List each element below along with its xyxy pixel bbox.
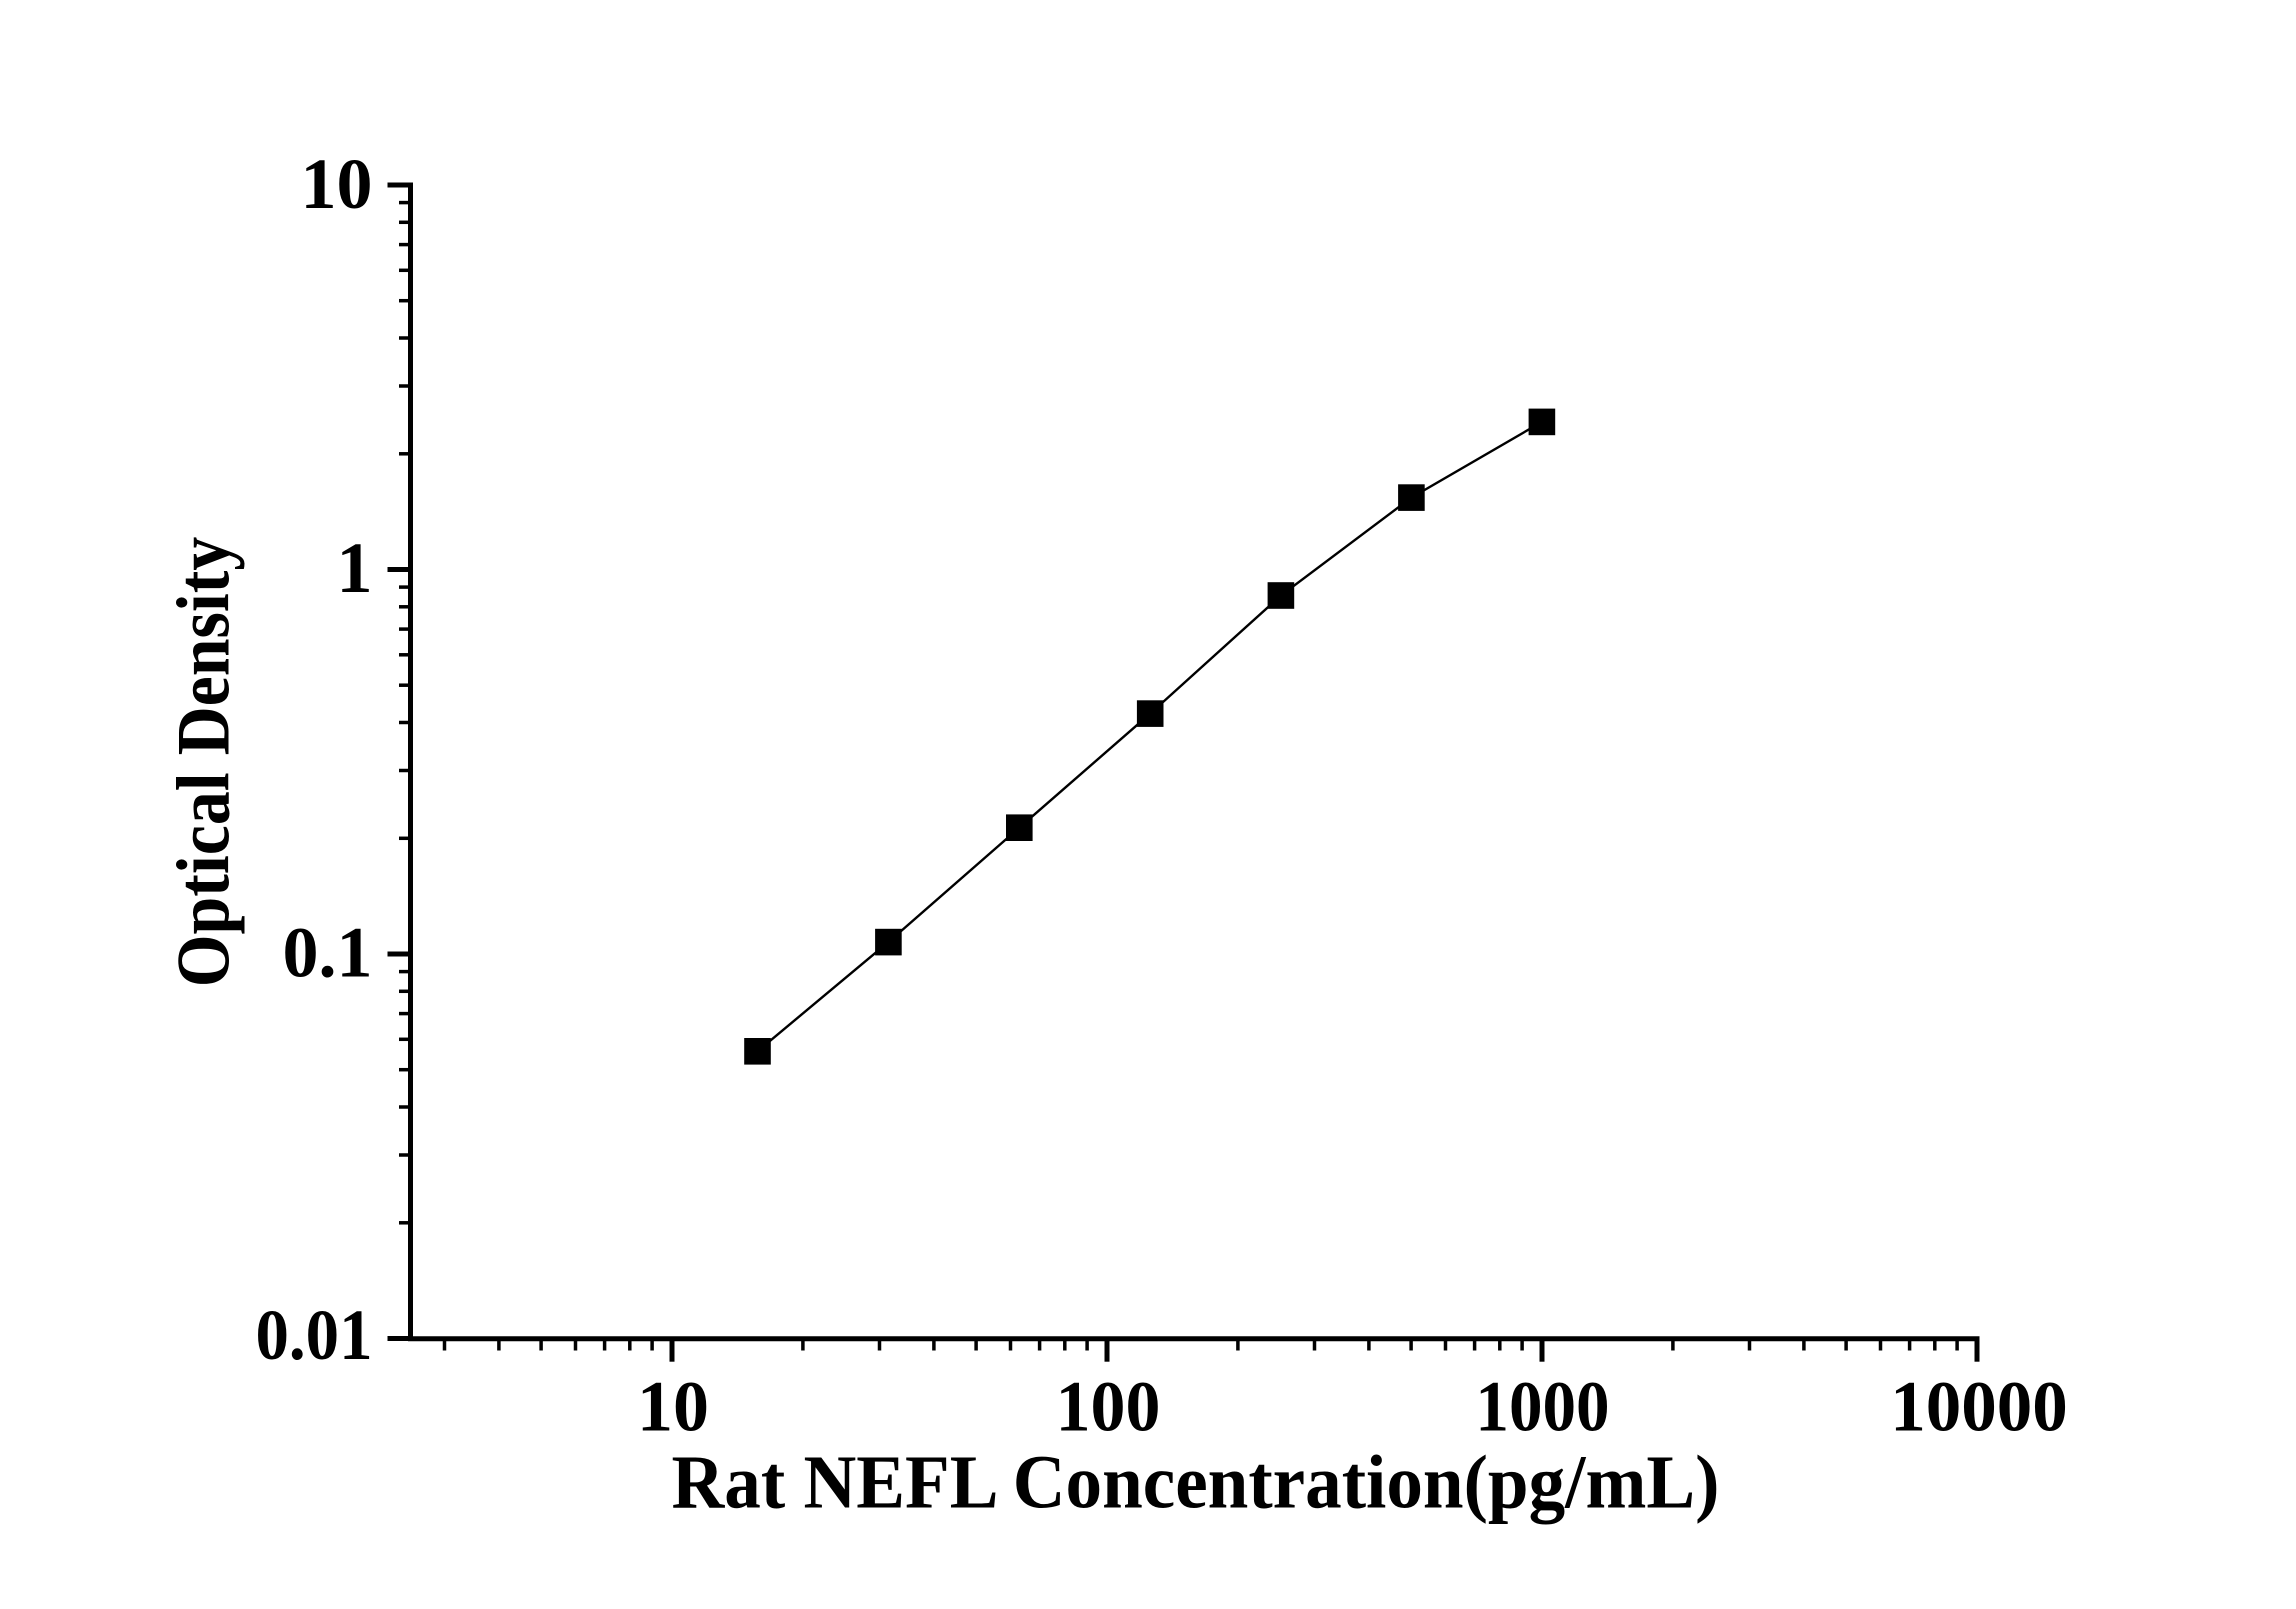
svg-text:0.1: 0.1 bbox=[283, 912, 373, 992]
svg-text:10: 10 bbox=[301, 144, 373, 224]
svg-text:10: 10 bbox=[637, 1367, 709, 1447]
svg-text:10000: 10000 bbox=[1890, 1367, 2068, 1447]
svg-text:0.01: 0.01 bbox=[256, 1295, 373, 1375]
svg-text:1: 1 bbox=[337, 528, 373, 608]
svg-text:Rat NEFL Concentration(pg/mL): Rat NEFL Concentration(pg/mL) bbox=[672, 1440, 1720, 1525]
svg-text:100: 100 bbox=[1056, 1367, 1161, 1447]
svg-text:Optical Density: Optical Density bbox=[163, 537, 246, 988]
svg-text:1000: 1000 bbox=[1475, 1367, 1609, 1447]
